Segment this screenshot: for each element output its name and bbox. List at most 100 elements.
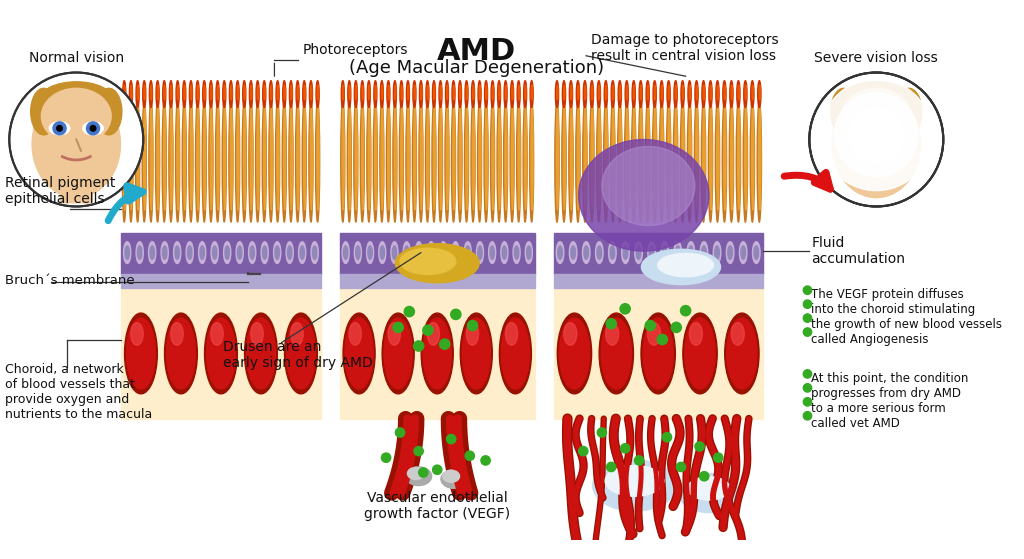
Ellipse shape: [184, 85, 185, 100]
Ellipse shape: [555, 100, 559, 222]
Circle shape: [56, 126, 62, 131]
Circle shape: [835, 93, 919, 177]
Ellipse shape: [210, 238, 219, 268]
Circle shape: [597, 428, 606, 437]
Ellipse shape: [169, 100, 173, 222]
Ellipse shape: [310, 106, 312, 210]
Ellipse shape: [501, 241, 508, 263]
Ellipse shape: [624, 246, 628, 259]
Ellipse shape: [414, 106, 416, 210]
Ellipse shape: [712, 238, 722, 268]
Ellipse shape: [176, 80, 179, 107]
Ellipse shape: [463, 238, 472, 268]
Circle shape: [803, 369, 812, 378]
Ellipse shape: [452, 241, 459, 263]
Ellipse shape: [446, 106, 449, 210]
Ellipse shape: [657, 253, 714, 277]
Ellipse shape: [842, 88, 911, 144]
Ellipse shape: [230, 106, 232, 210]
Ellipse shape: [737, 80, 740, 107]
Ellipse shape: [131, 323, 143, 345]
Ellipse shape: [341, 100, 345, 222]
Ellipse shape: [523, 80, 526, 107]
Ellipse shape: [380, 80, 383, 107]
Ellipse shape: [504, 100, 508, 222]
Ellipse shape: [403, 241, 411, 263]
Ellipse shape: [715, 246, 719, 259]
Ellipse shape: [751, 80, 754, 107]
Ellipse shape: [687, 100, 692, 222]
Ellipse shape: [156, 80, 159, 107]
Ellipse shape: [646, 80, 649, 107]
Ellipse shape: [445, 100, 449, 222]
Ellipse shape: [598, 106, 600, 210]
Ellipse shape: [465, 80, 468, 107]
Ellipse shape: [563, 85, 565, 100]
Text: Drusen are an
early sign of dry AMD: Drusen are an early sign of dry AMD: [223, 339, 373, 369]
Ellipse shape: [234, 238, 245, 268]
Ellipse shape: [647, 323, 660, 345]
Ellipse shape: [164, 106, 166, 210]
Ellipse shape: [406, 100, 410, 222]
Ellipse shape: [284, 106, 286, 210]
Ellipse shape: [687, 241, 694, 263]
Ellipse shape: [633, 85, 635, 100]
Ellipse shape: [355, 85, 356, 100]
Ellipse shape: [229, 80, 232, 107]
Ellipse shape: [150, 246, 155, 259]
Ellipse shape: [724, 85, 726, 100]
Ellipse shape: [315, 100, 319, 222]
Ellipse shape: [414, 238, 424, 268]
Ellipse shape: [694, 100, 698, 222]
Ellipse shape: [417, 246, 421, 259]
Ellipse shape: [302, 100, 306, 222]
Ellipse shape: [466, 85, 468, 100]
Ellipse shape: [209, 100, 213, 222]
Ellipse shape: [555, 238, 565, 268]
Ellipse shape: [530, 80, 534, 107]
Ellipse shape: [453, 106, 455, 210]
Ellipse shape: [597, 100, 601, 222]
Ellipse shape: [686, 238, 696, 268]
Circle shape: [803, 314, 812, 323]
Ellipse shape: [568, 238, 579, 268]
Circle shape: [446, 434, 456, 444]
Ellipse shape: [426, 238, 436, 268]
Ellipse shape: [297, 238, 307, 268]
Ellipse shape: [223, 241, 230, 263]
Ellipse shape: [556, 241, 564, 263]
Ellipse shape: [700, 241, 708, 263]
Ellipse shape: [127, 318, 156, 389]
Ellipse shape: [210, 106, 213, 210]
Ellipse shape: [264, 85, 265, 100]
Circle shape: [621, 444, 630, 453]
Ellipse shape: [610, 100, 615, 222]
Ellipse shape: [625, 80, 629, 107]
FancyBboxPatch shape: [121, 274, 321, 288]
Ellipse shape: [649, 246, 654, 259]
Ellipse shape: [421, 313, 454, 394]
Ellipse shape: [604, 80, 607, 107]
Ellipse shape: [701, 80, 706, 107]
Ellipse shape: [142, 80, 145, 107]
Ellipse shape: [367, 241, 374, 263]
Ellipse shape: [238, 246, 242, 259]
FancyBboxPatch shape: [554, 233, 763, 274]
Ellipse shape: [605, 466, 664, 496]
Ellipse shape: [249, 100, 253, 222]
Ellipse shape: [604, 100, 608, 222]
FancyBboxPatch shape: [60, 169, 92, 203]
Text: Fluid
accumulation: Fluid accumulation: [811, 236, 905, 266]
Ellipse shape: [506, 323, 517, 345]
Ellipse shape: [717, 106, 719, 210]
Ellipse shape: [164, 85, 165, 100]
Ellipse shape: [454, 246, 458, 259]
Ellipse shape: [612, 106, 614, 210]
Circle shape: [803, 397, 812, 406]
Ellipse shape: [833, 91, 921, 198]
Circle shape: [657, 334, 668, 344]
Circle shape: [414, 447, 423, 456]
Ellipse shape: [632, 80, 635, 107]
Ellipse shape: [237, 241, 244, 263]
Ellipse shape: [830, 88, 857, 135]
